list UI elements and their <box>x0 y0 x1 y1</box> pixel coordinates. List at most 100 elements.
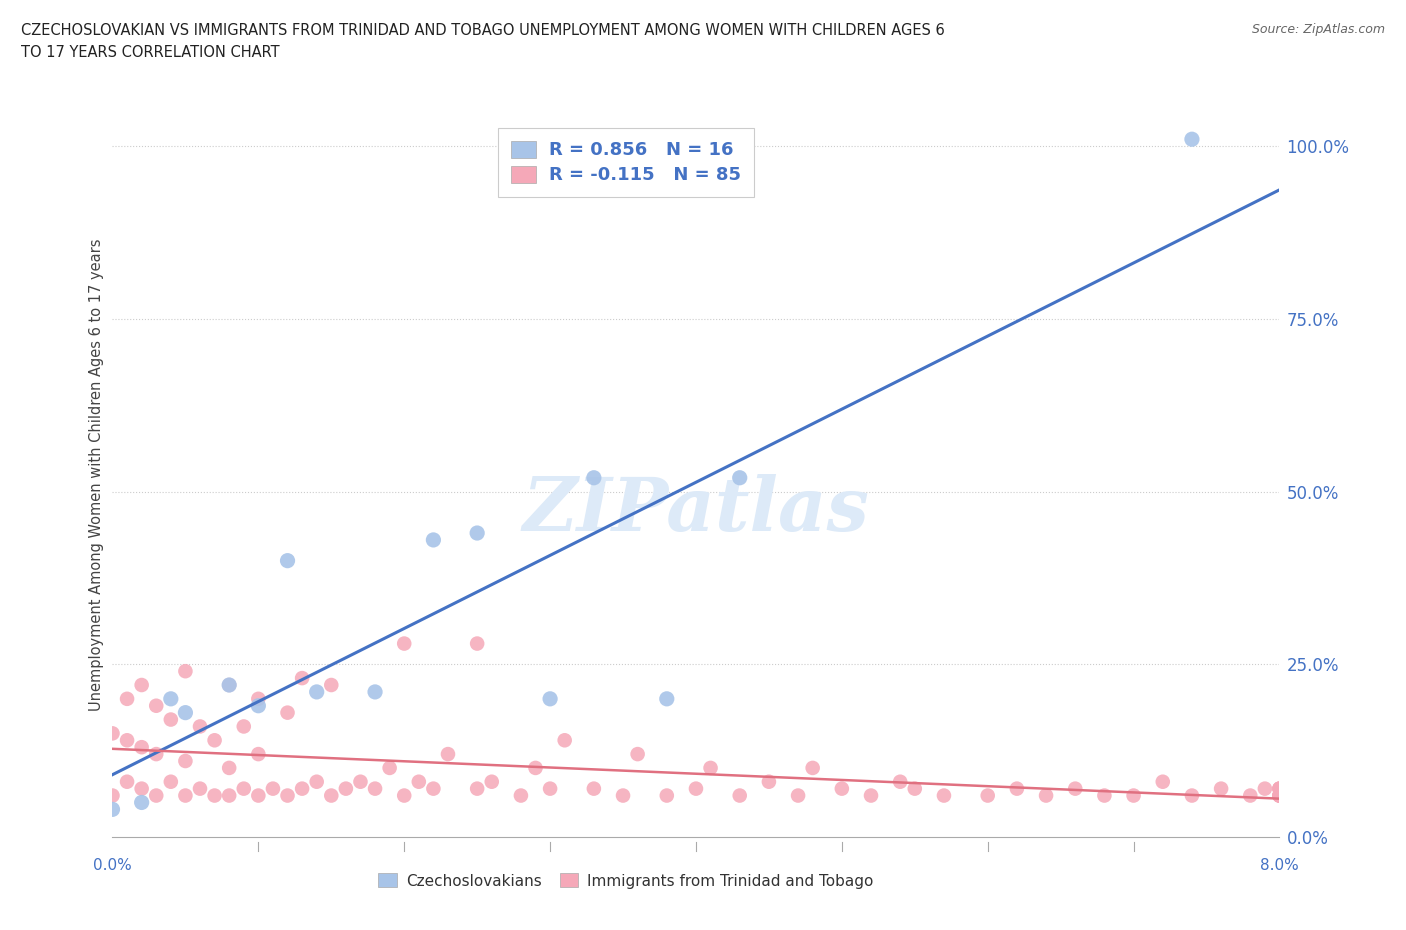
Point <box>1268 781 1291 796</box>
Point <box>218 678 240 693</box>
Point <box>582 781 605 796</box>
Point <box>349 775 371 790</box>
Point <box>1181 132 1204 147</box>
Point <box>904 781 927 796</box>
Point <box>160 691 183 706</box>
Point <box>801 761 824 776</box>
Point <box>305 684 328 699</box>
Point <box>174 705 197 720</box>
Point <box>131 739 153 754</box>
Point <box>831 781 853 796</box>
Point <box>1268 781 1291 796</box>
Point <box>582 471 605 485</box>
Point <box>758 775 780 790</box>
Point <box>509 788 531 803</box>
Point <box>612 788 634 803</box>
Point <box>976 788 998 803</box>
Point <box>378 761 401 776</box>
Point <box>131 781 153 796</box>
Point <box>145 698 167 713</box>
Point <box>1268 788 1291 803</box>
Point <box>1268 788 1291 803</box>
Point <box>408 775 430 790</box>
Point <box>218 678 240 693</box>
Point <box>728 471 751 485</box>
Point <box>247 698 270 713</box>
Point <box>465 525 488 540</box>
Point <box>145 788 167 803</box>
Point <box>101 788 124 803</box>
Point <box>218 788 240 803</box>
Point <box>465 781 488 796</box>
Point <box>685 781 707 796</box>
Point <box>465 636 488 651</box>
Point <box>160 775 183 790</box>
Point <box>1035 788 1057 803</box>
Point <box>1181 788 1204 803</box>
Point <box>145 747 167 762</box>
Text: ZIPatlas: ZIPatlas <box>523 474 869 547</box>
Point <box>364 781 387 796</box>
Point <box>627 747 650 762</box>
Point <box>1239 788 1261 803</box>
Point <box>247 788 270 803</box>
Point <box>262 781 284 796</box>
Point <box>1005 781 1028 796</box>
Point <box>115 775 138 790</box>
Point <box>218 761 240 776</box>
Point <box>291 781 314 796</box>
Point <box>1268 788 1291 803</box>
Point <box>538 691 561 706</box>
Point <box>321 788 343 803</box>
Point <box>247 747 270 762</box>
Point <box>232 781 254 796</box>
Point <box>524 761 547 776</box>
Y-axis label: Unemployment Among Women with Children Ages 6 to 17 years: Unemployment Among Women with Children A… <box>89 238 104 711</box>
Point <box>276 705 298 720</box>
Point <box>728 788 751 803</box>
Point <box>1122 788 1144 803</box>
Point <box>188 719 211 734</box>
Point <box>422 533 444 548</box>
Point <box>655 788 678 803</box>
Text: 0.0%: 0.0% <box>93 857 132 872</box>
Point <box>276 553 298 568</box>
Point <box>204 788 226 803</box>
Text: CZECHOSLOVAKIAN VS IMMIGRANTS FROM TRINIDAD AND TOBAGO UNEMPLOYMENT AMONG WOMEN : CZECHOSLOVAKIAN VS IMMIGRANTS FROM TRINI… <box>21 23 945 38</box>
Point <box>1268 781 1291 796</box>
Point <box>115 691 138 706</box>
Point <box>115 733 138 748</box>
Point <box>1268 788 1291 803</box>
Point <box>364 684 387 699</box>
Point <box>247 691 270 706</box>
Point <box>437 747 460 762</box>
Point <box>232 719 254 734</box>
Point <box>101 802 124 817</box>
Point <box>131 795 153 810</box>
Point <box>188 781 211 796</box>
Point <box>335 781 357 796</box>
Legend: Czechoslovakians, Immigrants from Trinidad and Tobago: Czechoslovakians, Immigrants from Trinid… <box>373 868 880 895</box>
Point <box>932 788 955 803</box>
Point <box>160 712 183 727</box>
Point <box>276 788 298 803</box>
Point <box>889 775 911 790</box>
Point <box>1152 775 1174 790</box>
Text: TO 17 YEARS CORRELATION CHART: TO 17 YEARS CORRELATION CHART <box>21 45 280 60</box>
Point <box>174 664 197 679</box>
Point <box>174 788 197 803</box>
Point <box>481 775 503 790</box>
Point <box>394 788 416 803</box>
Point <box>291 671 314 685</box>
Point <box>699 761 721 776</box>
Point <box>859 788 883 803</box>
Point <box>174 753 197 768</box>
Point <box>321 678 343 693</box>
Point <box>422 781 444 796</box>
Text: 8.0%: 8.0% <box>1260 857 1299 872</box>
Point <box>1064 781 1087 796</box>
Point <box>1094 788 1116 803</box>
Point <box>787 788 810 803</box>
Point <box>554 733 576 748</box>
Point <box>1211 781 1233 796</box>
